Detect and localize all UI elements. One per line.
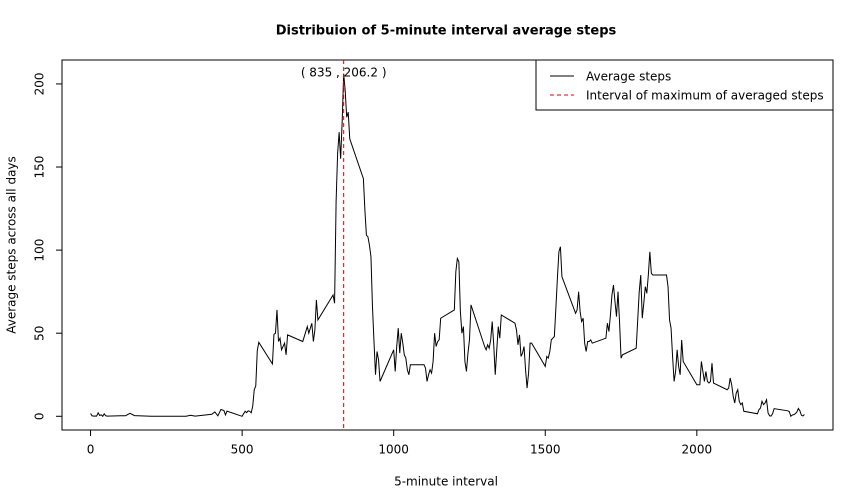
legend-box [535, 59, 834, 111]
x-tick-label: 500 [231, 443, 254, 457]
y-tick-label: 0 [33, 412, 47, 420]
chart-title: Distribuion of 5-minute interval average… [276, 24, 617, 39]
legend-label: Interval of maximum of averaged steps [586, 89, 824, 103]
data-line [90, 73, 805, 418]
x-tick-label: 1500 [530, 443, 561, 457]
x-axis-label: 5-minute interval [394, 475, 498, 489]
x-tick-label: 2000 [682, 443, 713, 457]
y-tick-label: 100 [33, 239, 47, 262]
x-tick-label: 0 [87, 443, 95, 457]
y-tick-label: 200 [33, 72, 47, 95]
plot-frame [61, 59, 834, 431]
x-tick-label: 1000 [378, 443, 409, 457]
y-tick-label: 150 [33, 156, 47, 179]
y-axis-label: Average steps across all days [5, 156, 19, 334]
legend-label: Average steps [586, 70, 671, 84]
y-tick-label: 50 [33, 326, 47, 341]
max-annotation: ( 835 , 206.2 ) [301, 66, 387, 80]
